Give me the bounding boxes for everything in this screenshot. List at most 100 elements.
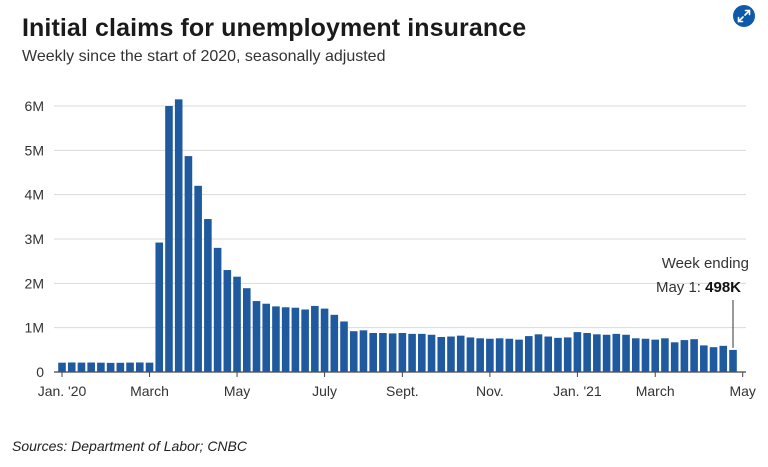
bar bbox=[369, 332, 377, 372]
x-tick-label: Sept. bbox=[386, 383, 419, 399]
bar bbox=[651, 339, 659, 372]
y-tick-label: 3M bbox=[25, 231, 44, 247]
bar-chart: 0 1M 2M 3M 4M 5M 6M Jan. '20 March May July Sept. N… bbox=[25, 98, 756, 399]
bar bbox=[700, 345, 708, 372]
bar bbox=[641, 338, 650, 372]
bar bbox=[194, 185, 202, 372]
x-tick-label: May bbox=[224, 383, 250, 399]
bars bbox=[58, 99, 737, 372]
bar bbox=[106, 362, 115, 372]
bar bbox=[145, 362, 154, 372]
bar bbox=[729, 349, 737, 372]
x-tick-label: July bbox=[312, 383, 337, 399]
bar bbox=[349, 331, 358, 372]
y-tick-label: 5M bbox=[25, 142, 44, 158]
bar bbox=[563, 337, 572, 372]
expand-button[interactable] bbox=[733, 5, 755, 27]
bar bbox=[58, 362, 66, 372]
bar bbox=[456, 335, 465, 372]
bar bbox=[87, 362, 95, 372]
bar bbox=[388, 333, 397, 372]
bar bbox=[476, 338, 484, 372]
source-note: Sources: Department of Labor; CNBC bbox=[12, 438, 247, 454]
bar bbox=[661, 338, 669, 372]
bar bbox=[311, 305, 319, 372]
bar bbox=[301, 309, 309, 372]
bar bbox=[330, 314, 339, 372]
y-tick-label: 6M bbox=[25, 98, 44, 114]
bar bbox=[631, 338, 640, 372]
bar bbox=[554, 337, 562, 372]
bar bbox=[418, 333, 426, 372]
bar bbox=[437, 336, 446, 372]
bar bbox=[495, 338, 504, 372]
x-axis-tick-labels: Jan. '20 March May July Sept. Nov. Jan. '21 Mar… bbox=[38, 372, 756, 399]
bar bbox=[340, 321, 348, 372]
bar bbox=[515, 339, 523, 372]
x-tick-label: March bbox=[636, 383, 675, 399]
bar bbox=[379, 332, 387, 372]
bar bbox=[126, 362, 134, 372]
annotation-line2-prefix: May 1: bbox=[656, 279, 705, 296]
y-axis-tick-labels: 0 1M 2M 3M 4M 5M 6M bbox=[25, 98, 45, 380]
bar bbox=[709, 347, 718, 372]
bar bbox=[242, 288, 251, 372]
bar bbox=[622, 334, 630, 372]
bar bbox=[223, 270, 232, 372]
bar bbox=[534, 334, 543, 372]
x-tick-label: Jan. '20 bbox=[38, 383, 87, 399]
bar bbox=[505, 338, 514, 372]
bar bbox=[544, 336, 553, 372]
bar bbox=[447, 336, 455, 372]
bar bbox=[204, 219, 212, 372]
chart-subtitle: Weekly since the start of 2020, seasonal… bbox=[22, 48, 386, 65]
bar bbox=[252, 301, 261, 372]
bar bbox=[233, 276, 241, 372]
bar bbox=[486, 338, 494, 372]
bar bbox=[524, 336, 533, 372]
bar bbox=[272, 306, 280, 372]
bar bbox=[213, 247, 222, 372]
expand-arrows-icon bbox=[737, 9, 751, 23]
bar bbox=[136, 362, 144, 372]
bar bbox=[97, 362, 105, 372]
chart-title: Initial claims for unemployment insuranc… bbox=[22, 14, 527, 42]
bar bbox=[67, 362, 76, 372]
y-tick-label: 4M bbox=[25, 187, 44, 203]
bar bbox=[359, 330, 368, 372]
x-tick-label: May bbox=[729, 383, 755, 399]
bar bbox=[77, 362, 86, 372]
bar bbox=[680, 340, 689, 372]
annotation-line1: Week ending bbox=[662, 255, 749, 272]
y-tick-label: 2M bbox=[25, 275, 44, 291]
bar bbox=[602, 334, 611, 372]
bar bbox=[593, 334, 601, 372]
bar bbox=[320, 308, 329, 372]
annotation-line2-value: 498K bbox=[705, 279, 741, 296]
annotation: Week ending May 1: 498K bbox=[656, 255, 749, 348]
x-tick-label: Jan. '21 bbox=[553, 383, 602, 399]
bar bbox=[466, 337, 475, 372]
y-tick-label: 0 bbox=[36, 364, 44, 380]
bar bbox=[612, 333, 621, 372]
bar bbox=[155, 242, 164, 372]
bar bbox=[408, 333, 416, 372]
x-tick-label: Nov. bbox=[476, 383, 504, 399]
bar bbox=[262, 303, 271, 372]
x-tick-label: March bbox=[130, 383, 169, 399]
bar bbox=[174, 99, 183, 372]
bar bbox=[427, 334, 436, 372]
bar bbox=[281, 307, 290, 372]
bar bbox=[116, 362, 125, 372]
bar bbox=[583, 332, 591, 372]
bar bbox=[165, 106, 173, 372]
bar bbox=[398, 332, 407, 372]
bar bbox=[690, 339, 698, 372]
bar bbox=[670, 342, 679, 372]
bar bbox=[573, 332, 582, 372]
bar bbox=[719, 345, 728, 372]
annotation-line2: May 1: 498K bbox=[656, 279, 741, 296]
y-tick-label: 1M bbox=[25, 320, 44, 336]
bar bbox=[291, 307, 300, 372]
bar bbox=[184, 156, 193, 372]
